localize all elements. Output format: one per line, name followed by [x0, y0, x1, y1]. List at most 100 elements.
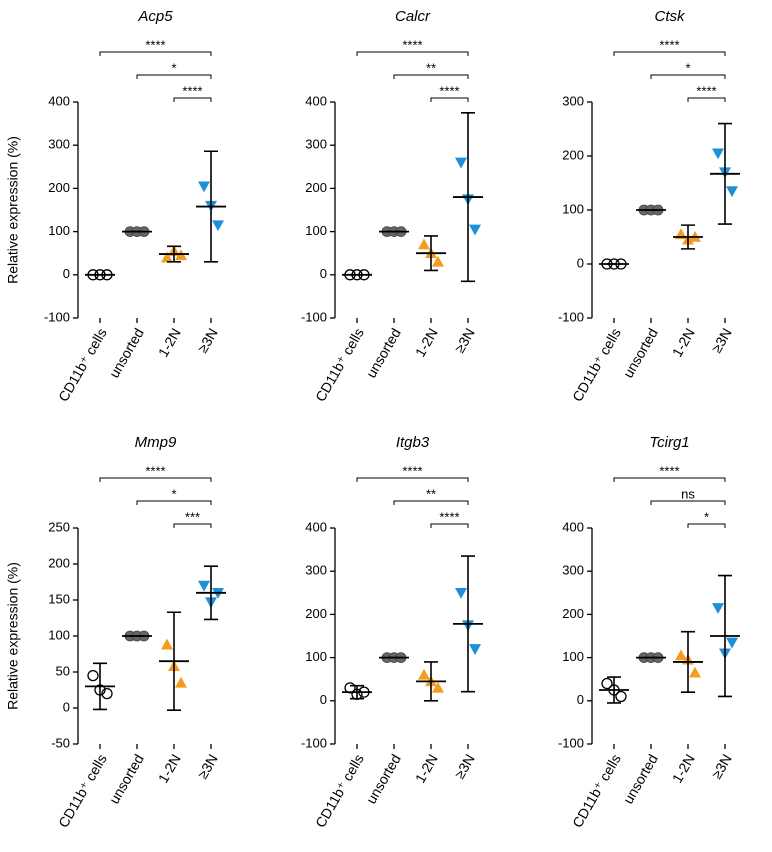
significance-bracket [430, 523, 469, 528]
panel-title: Ctsk [655, 8, 687, 25]
y-tick-label: -100 [301, 735, 327, 750]
y-tick-label: 400 [305, 93, 327, 108]
y-tick-label: 0 [63, 266, 70, 281]
x-tick-label: 1-2N [412, 751, 441, 785]
significance-bracket [356, 477, 469, 482]
y-tick-label: -100 [558, 309, 584, 324]
panel: Itgb3 -100 0 100 200 300 400 CD11b⁺ cellsunsort… [301, 434, 483, 830]
significance-label: **** [182, 83, 202, 98]
significance-label: **** [145, 463, 165, 478]
y-tick-label: 0 [320, 266, 327, 281]
x-tick-label: ≥3N [708, 751, 735, 781]
point [87, 669, 99, 682]
x-tick-label: ≥3N [708, 325, 735, 355]
y-tick-label: 0 [320, 692, 327, 707]
x-tick-label: unsorted [620, 325, 661, 380]
panel-title: Tcirg1 [649, 434, 689, 451]
significance-label: * [171, 60, 176, 75]
x-tick-label: CD11b⁺ cells [55, 325, 110, 404]
significance-label: * [171, 486, 176, 501]
x-tick-label: CD11b⁺ cells [55, 751, 110, 830]
x-tick-label: ≥3N [451, 325, 478, 355]
panel-title: Mmp9 [135, 434, 177, 451]
significance-label: ** [426, 60, 436, 75]
y-tick-label: -100 [44, 309, 70, 324]
panel: Calcr -100 0 100 200 300 400 CD11b⁺ cellsunsort… [301, 8, 483, 404]
y-tick-label: 150 [48, 591, 70, 606]
point [455, 588, 467, 599]
point [418, 668, 430, 680]
panel: Tcirg1 -100 0 100 200 300 400 CD11b⁺ cellsunsor… [558, 434, 740, 830]
significance-bracket [687, 523, 726, 528]
panel-title: Acp5 [137, 8, 173, 25]
point [101, 687, 113, 700]
y-tick-label: 0 [577, 692, 584, 707]
significance-bracket [393, 74, 469, 79]
point [175, 676, 187, 688]
x-tick-label: CD11b⁺ cells [569, 325, 624, 404]
point [432, 681, 444, 693]
significance-label: **** [439, 509, 459, 524]
y-tick-label: 50 [56, 663, 70, 678]
significance-bracket [136, 500, 212, 505]
point [712, 148, 724, 160]
x-tick-label: ≥3N [194, 325, 221, 355]
x-tick-label: 1-2N [155, 751, 184, 785]
y-tick-label: 200 [305, 180, 327, 195]
y-axis-label: Relative expression (%) [5, 136, 21, 284]
point [675, 649, 687, 661]
y-tick-label: 400 [562, 519, 584, 534]
y-tick-label: 200 [305, 606, 327, 621]
y-axis-label: Relative expression (%) [5, 562, 21, 710]
significance-label: ** [426, 486, 436, 501]
y-tick-label: 0 [63, 699, 70, 714]
y-tick-label: 400 [305, 519, 327, 534]
point [198, 580, 210, 592]
significance-bracket [99, 51, 212, 56]
y-tick-label: 300 [562, 93, 584, 108]
point [198, 181, 210, 193]
y-tick-label: 250 [48, 519, 70, 534]
significance-label: ns [681, 486, 695, 501]
y-tick-label: -100 [558, 735, 584, 750]
significance-label: **** [659, 37, 679, 52]
point [432, 255, 444, 267]
x-tick-label: unsorted [106, 325, 147, 380]
point [689, 666, 701, 678]
x-tick-label: unsorted [363, 751, 404, 806]
point [469, 644, 481, 655]
significance-label: *** [185, 509, 200, 524]
significance-label: **** [402, 37, 422, 52]
y-tick-label: 100 [305, 649, 327, 664]
x-tick-label: 1-2N [412, 325, 441, 359]
y-tick-label: 200 [562, 606, 584, 621]
significance-bracket [650, 500, 726, 505]
significance-bracket [613, 51, 726, 56]
significance-bracket [173, 523, 212, 528]
y-tick-label: 200 [48, 555, 70, 570]
x-tick-label: unsorted [620, 751, 661, 806]
x-tick-label: 1-2N [669, 325, 698, 359]
point [469, 224, 481, 236]
panel: Mmp9 Relative expression (%) -50 0 50 100 150 2… [5, 434, 226, 830]
significance-bracket [99, 477, 212, 482]
x-tick-label: 1-2N [155, 325, 184, 359]
x-tick-label: unsorted [363, 325, 404, 380]
x-tick-label: CD11b⁺ cells [569, 751, 624, 830]
point [601, 677, 613, 690]
significance-bracket [687, 97, 726, 102]
significance-bracket [613, 477, 726, 482]
significance-label: **** [696, 83, 716, 98]
y-tick-label: 300 [562, 563, 584, 578]
significance-bracket [356, 51, 469, 56]
y-tick-label: 300 [305, 563, 327, 578]
y-tick-label: 200 [562, 147, 584, 162]
significance-label: **** [402, 463, 422, 478]
point [726, 186, 738, 198]
point [615, 690, 627, 703]
significance-bracket [650, 74, 726, 79]
point [161, 251, 173, 263]
point [161, 638, 173, 650]
y-tick-label: -100 [301, 309, 327, 324]
